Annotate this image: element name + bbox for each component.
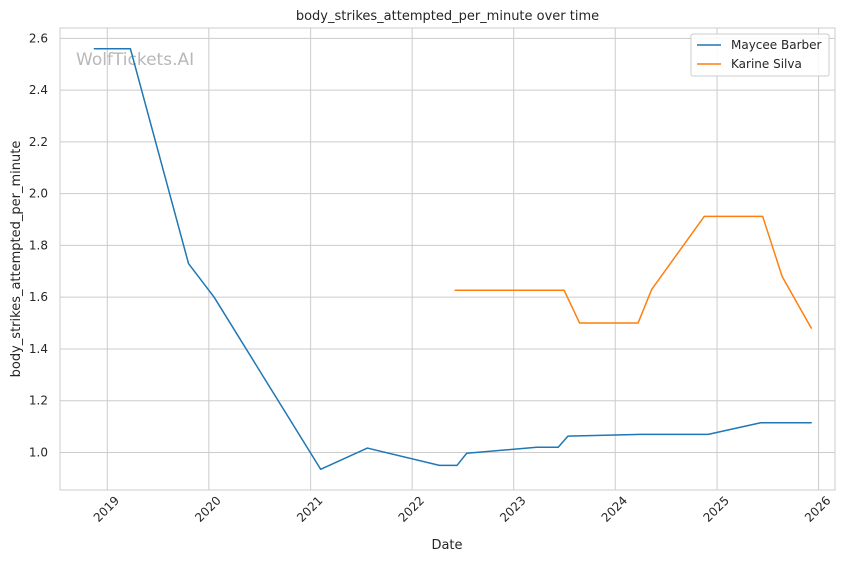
y-tick-label: 1.4 bbox=[29, 342, 48, 356]
data-point-maycee-barber bbox=[187, 262, 190, 265]
x-tick-label: 2026 bbox=[802, 493, 833, 524]
series-line-maycee-barber bbox=[94, 47, 812, 471]
data-point-maycee-barber bbox=[760, 422, 762, 424]
data-point-maycee-barber bbox=[810, 422, 812, 424]
x-tick-label: 2024 bbox=[599, 493, 630, 524]
watermark-text: WolfTickets.AI bbox=[76, 50, 194, 70]
data-point-karine-silva bbox=[454, 289, 456, 291]
x-tick-label: 2021 bbox=[294, 493, 325, 524]
data-point-karine-silva bbox=[762, 215, 764, 218]
grid-lines bbox=[60, 28, 835, 490]
data-point-maycee-barber bbox=[213, 296, 215, 298]
x-tick-label: 2023 bbox=[497, 493, 528, 524]
y-tick-label: 1.2 bbox=[29, 394, 48, 408]
legend-label-maycee-barber: Maycee Barber bbox=[731, 38, 822, 52]
data-point-karine-silva bbox=[651, 288, 653, 291]
y-tick-label: 1.8 bbox=[29, 238, 48, 252]
data-point-maycee-barber bbox=[567, 435, 569, 437]
data-point-maycee-barber bbox=[93, 48, 95, 50]
data-point-maycee-barber bbox=[557, 446, 559, 448]
legend-label-karine-silva: Karine Silva bbox=[731, 57, 802, 71]
y-tick-label: 2.2 bbox=[29, 135, 48, 149]
data-point-karine-silva bbox=[579, 322, 581, 324]
tick-labels: 1.0 1.2 1.4 1.6 1.8 2.0 2.2 2.4 2.6 2019 2020 2021 2… bbox=[29, 31, 834, 525]
data-point-maycee-barber bbox=[456, 464, 458, 467]
x-axis-title: Date bbox=[431, 538, 462, 553]
y-tick-label: 1.6 bbox=[29, 290, 48, 304]
legend-box bbox=[690, 33, 830, 77]
data-point-maycee-barber bbox=[438, 464, 441, 467]
y-tick-label: 2.0 bbox=[29, 187, 48, 201]
data-point-karine-silva bbox=[810, 327, 812, 329]
y-tick-label: 2.4 bbox=[29, 83, 48, 97]
series-lines bbox=[93, 47, 813, 471]
y-tick-label: 1.0 bbox=[29, 445, 48, 459]
y-tick-label: 2.6 bbox=[29, 31, 48, 45]
data-point-maycee-barber bbox=[536, 446, 538, 448]
data-point-maycee-barber bbox=[129, 48, 131, 50]
x-tick-label: 2019 bbox=[91, 493, 122, 524]
data-point-karine-silva bbox=[703, 215, 705, 218]
x-tick-label: 2022 bbox=[396, 493, 427, 524]
x-tick-label: 2025 bbox=[700, 493, 731, 524]
data-point-karine-silva bbox=[563, 289, 565, 291]
x-tick-label: 2020 bbox=[192, 493, 223, 524]
plot-frame bbox=[59, 27, 836, 491]
series-line-karine-silva bbox=[455, 215, 813, 329]
data-point-karine-silva bbox=[637, 322, 639, 324]
data-point-maycee-barber bbox=[707, 433, 709, 435]
data-point-maycee-barber bbox=[466, 452, 468, 454]
data-point-maycee-barber bbox=[320, 468, 322, 470]
chart-title: body_strikes_attempted_per_minute over t… bbox=[296, 9, 599, 24]
y-axis-title: body_strikes_attempted_per_minute bbox=[9, 141, 24, 378]
legend: Maycee Barber Karine Silva bbox=[690, 33, 830, 77]
data-point-karine-silva bbox=[781, 275, 783, 278]
data-point-maycee-barber bbox=[366, 447, 368, 449]
data-point-maycee-barber bbox=[639, 433, 641, 435]
